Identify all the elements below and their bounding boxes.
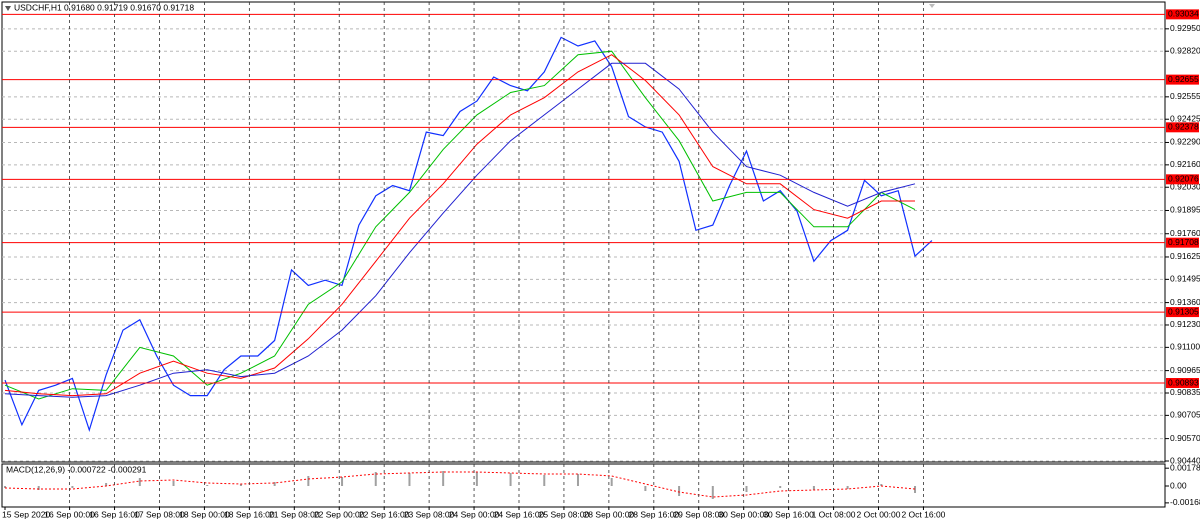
x-tick-label: 25 Sep 08:00	[539, 509, 590, 519]
level-label-box	[1166, 307, 1199, 318]
y-tick-label: 0.92030	[1170, 181, 1200, 191]
y-tick-label: 0.92160	[1170, 159, 1200, 169]
x-tick-label: 17 Sep 08:00	[134, 509, 185, 519]
macd-bar	[71, 486, 74, 488]
x-tick-label: 15 Sep 2020	[2, 509, 50, 519]
macd-bar	[408, 473, 411, 486]
level-label-box	[1166, 174, 1199, 185]
macd-bar	[610, 478, 613, 486]
macd-bar	[812, 486, 815, 490]
level-label: 0.92378	[1168, 122, 1199, 132]
x-tick-label: 28 Sep 16:00	[629, 509, 680, 519]
y-tick-label: 0.90965	[1170, 365, 1200, 375]
y-tick-label: 0.91495	[1170, 274, 1200, 284]
macd-bar	[206, 485, 209, 486]
x-tick-label: 16 Sep 16:00	[89, 509, 140, 519]
level-label-box	[1166, 74, 1199, 85]
x-tick-label: 30 Sep 16:00	[763, 509, 814, 519]
macd-bar	[172, 481, 175, 486]
y-tick-label: -0.001688	[1170, 497, 1200, 507]
level-label: 0.92076	[1168, 174, 1199, 184]
x-tick-label: 18 Sep 16:00	[224, 509, 275, 519]
y-tick-label: 0.92290	[1170, 137, 1200, 147]
macd-bar	[239, 484, 242, 486]
y-tick-label: 0.001782	[1170, 462, 1200, 472]
macd-bar	[273, 482, 276, 486]
macd-bar	[374, 472, 377, 486]
x-tick-label: 1 Oct 08:00	[812, 509, 856, 519]
macd-bar	[880, 484, 883, 486]
y-tick-label: 0.92950	[1170, 23, 1200, 33]
macd-bar	[914, 486, 917, 493]
macd-bar	[307, 476, 310, 486]
y-tick-label: 0.91360	[1170, 297, 1200, 307]
macd-bar	[105, 483, 108, 486]
macd-bar	[475, 472, 478, 486]
x-tick-label: 22 Sep 00:00	[314, 509, 365, 519]
symbol-icon	[5, 6, 11, 11]
chart-title: USDCHF,H1 0.91680 0.91719 0.91670 0.9171…	[14, 2, 194, 12]
price-line	[4, 54, 915, 397]
macd-bar	[644, 486, 647, 491]
x-tick-label: 29 Sep 08:00	[673, 509, 724, 519]
level-label-box	[1166, 122, 1199, 133]
macd-bar	[509, 473, 512, 486]
macd-bar	[846, 486, 849, 489]
y-tick-label: 0.91230	[1170, 319, 1200, 329]
level-label-box	[1166, 9, 1199, 20]
y-tick-label: 0.91895	[1170, 205, 1200, 215]
price-line	[4, 50, 916, 400]
level-label: 0.91305	[1168, 306, 1199, 316]
y-tick-label: 0.91100	[1170, 342, 1200, 352]
macd-bar	[576, 474, 579, 486]
macd-bar	[779, 486, 782, 488]
level-label: 0.90893	[1168, 377, 1199, 387]
level-label: 0.91708	[1168, 237, 1199, 247]
level-label: 0.92655	[1168, 74, 1199, 84]
macd-bar	[711, 486, 714, 499]
main-frame	[1, 1, 1166, 463]
y-tick-label: 0.92555	[1170, 91, 1200, 101]
y-tick-label: 0.91760	[1170, 228, 1200, 238]
price-line	[4, 62, 916, 398]
macd-bar	[745, 486, 748, 492]
x-tick-label: 18 Sep 00:00	[179, 509, 230, 519]
macd-bar	[543, 475, 546, 486]
x-tick-label: 30 Sep 00:00	[718, 509, 769, 519]
level-label-box	[1166, 378, 1199, 389]
macd-bar	[37, 486, 40, 490]
x-tick-label: 28 Sep 00:00	[584, 509, 635, 519]
signal-line	[4, 471, 916, 498]
y-tick-label: 0.91625	[1170, 251, 1200, 261]
y-tick-label: 0.90440	[1170, 455, 1200, 465]
macd-bar	[4, 486, 6, 488]
x-tick-label: 24 Sep 00:00	[449, 509, 500, 519]
x-tick-label: 23 Sep 08:00	[404, 509, 455, 519]
x-tick-label: 21 Sep 08:00	[269, 509, 320, 519]
x-tick-label: 2 Oct 00:00	[857, 509, 901, 519]
level-label-box	[1166, 237, 1199, 248]
y-tick-label: 0.90705	[1170, 410, 1200, 420]
macd-title: MACD(12,26,9) -0.000722 -0.000291	[6, 464, 147, 474]
x-tick-label: 2 Oct 16:00	[901, 509, 945, 519]
macd-bar	[442, 471, 445, 486]
macd-bar	[341, 477, 344, 486]
level-label: 0.93034	[1168, 9, 1199, 19]
macd-bar	[678, 486, 681, 496]
x-tick-label: 22 Sep 16:00	[359, 509, 410, 519]
shift-marker	[929, 4, 935, 8]
y-tick-label: 0.92820	[1170, 45, 1200, 55]
y-tick-label: 0.92425	[1170, 113, 1200, 123]
y-tick-label: 0.90570	[1170, 433, 1200, 443]
macd-bar	[138, 478, 141, 486]
y-tick-label: 0.00	[1170, 480, 1187, 490]
x-tick-label: 16 Sep 00:00	[44, 509, 95, 519]
y-tick-label: 0.90835	[1170, 387, 1200, 397]
x-tick-label: 24 Sep 16:00	[494, 509, 545, 519]
